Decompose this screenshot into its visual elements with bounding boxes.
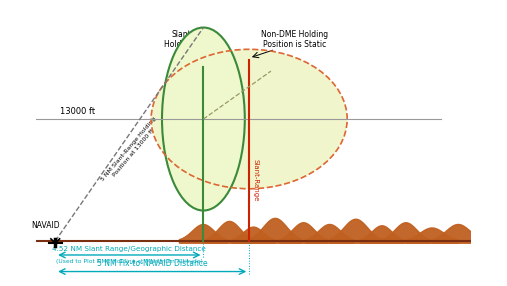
- Polygon shape: [306, 225, 354, 243]
- Text: NAVAID: NAVAID: [31, 221, 60, 230]
- Polygon shape: [330, 219, 382, 243]
- Text: 4.52 NM Slant Range/Geographic Distance: 4.52 NM Slant Range/Geographic Distance: [52, 246, 206, 252]
- Text: Slant-Range
Holding Position: Slant-Range Holding Position: [164, 30, 226, 49]
- Polygon shape: [382, 223, 430, 243]
- Polygon shape: [406, 228, 458, 243]
- Text: 5 NM Slant-Range Holding
Position at 13000 ft: 5 NM Slant-Range Holding Position at 130…: [100, 116, 162, 186]
- Text: 5 NM Fix-to-NAVAID Distance: 5 NM Fix-to-NAVAID Distance: [97, 259, 207, 269]
- Text: Non-DME Holding
Position is Static: Non-DME Holding Position is Static: [261, 30, 329, 49]
- Text: Slant-Range: Slant-Range: [252, 159, 258, 201]
- Polygon shape: [232, 227, 275, 243]
- Polygon shape: [205, 221, 254, 243]
- Text: (Used to Plot DME Holding at Maximum Altitude): (Used to Plot DME Holding at Maximum Alt…: [56, 259, 203, 264]
- Ellipse shape: [162, 27, 245, 210]
- Polygon shape: [179, 225, 227, 243]
- Ellipse shape: [151, 49, 347, 189]
- Polygon shape: [249, 219, 302, 243]
- Polygon shape: [360, 226, 404, 243]
- Polygon shape: [280, 223, 328, 243]
- Polygon shape: [432, 225, 484, 243]
- Text: 13000 ft: 13000 ft: [60, 107, 95, 116]
